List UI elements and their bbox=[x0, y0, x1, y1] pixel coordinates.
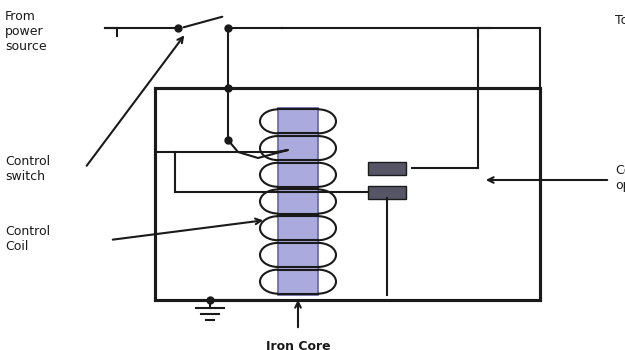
Text: Iron Core: Iron Core bbox=[266, 340, 331, 350]
Text: To load: To load bbox=[615, 14, 625, 27]
Text: From
power
source: From power source bbox=[5, 10, 47, 53]
Text: Control
switch: Control switch bbox=[5, 155, 50, 183]
Bar bbox=[368, 186, 406, 199]
Bar bbox=[155, 88, 540, 300]
Bar bbox=[368, 162, 406, 175]
Bar bbox=[278, 108, 318, 295]
Text: Control
Coil: Control Coil bbox=[5, 225, 50, 253]
Text: Contacts
open: Contacts open bbox=[615, 164, 625, 192]
